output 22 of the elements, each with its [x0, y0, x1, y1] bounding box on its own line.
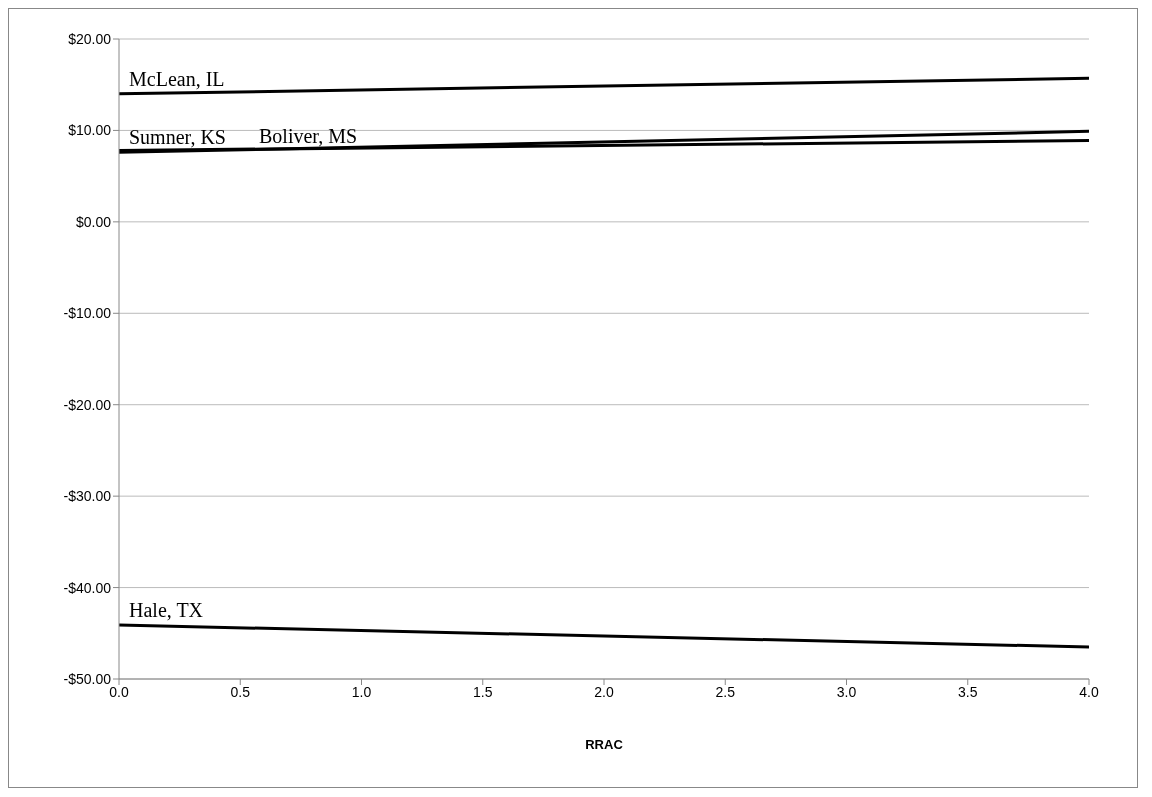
x-tick-label: 1.0 — [351, 683, 372, 700]
y-tick-label: -$20.00 — [63, 396, 112, 413]
x-tick-label: 3.0 — [836, 683, 857, 700]
y-tick-label: -$30.00 — [63, 488, 112, 505]
y-tick-label: -$10.00 — [63, 305, 112, 322]
x-tick-label: 2.5 — [715, 683, 736, 700]
x-axis-title: RRAC — [585, 737, 624, 752]
x-tick-label: 3.5 — [958, 683, 978, 700]
x-tick-label: 0.5 — [230, 683, 251, 700]
series-label: Hale, TX — [129, 599, 204, 622]
x-tick-label: 0.0 — [109, 683, 129, 700]
series-label: McLean, IL — [129, 67, 225, 90]
series-label: Sumner, KS — [129, 126, 226, 149]
y-tick-label: $10.00 — [68, 122, 112, 139]
x-tick-label: 4.0 — [1079, 683, 1099, 700]
y-tick-label: $20.00 — [68, 30, 112, 47]
y-tick-label: -$40.00 — [63, 579, 112, 596]
x-tick-label: 1.5 — [473, 683, 493, 700]
y-tick-label: $0.00 — [75, 213, 112, 230]
series-label: Boliver, MS — [259, 124, 358, 147]
y-tick-label: -$50.00 — [63, 670, 112, 687]
x-tick-label: 2.0 — [594, 683, 614, 700]
